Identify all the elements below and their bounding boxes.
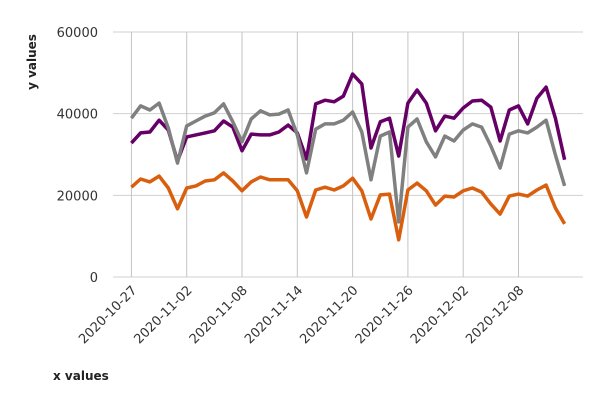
y-tick-label: 60000 <box>57 26 98 41</box>
x-tick-label: 2020-11-02 <box>132 283 196 347</box>
x-tick-label: 2020-10-27 <box>76 283 140 347</box>
x-tick-label: 2020-11-20 <box>297 283 361 347</box>
line <box>129 101 567 224</box>
y-axis-label: y values <box>25 34 39 90</box>
x-tick-label: 2020-11-08 <box>187 283 251 347</box>
x-tick-label: 2020-11-26 <box>353 283 417 347</box>
x-tick-label: 2020-12-08 <box>463 283 527 347</box>
y-tick-label: 40000 <box>57 108 98 123</box>
x-axis-label: x values <box>53 369 109 383</box>
line <box>130 171 567 242</box>
x-tick-label: 2020-11-14 <box>242 283 306 347</box>
line <box>130 72 567 163</box>
y-tick-label: 0 <box>90 271 98 286</box>
y-tick-label: 20000 <box>57 189 98 204</box>
x-tick-label: 2020-12-02 <box>408 283 472 347</box>
